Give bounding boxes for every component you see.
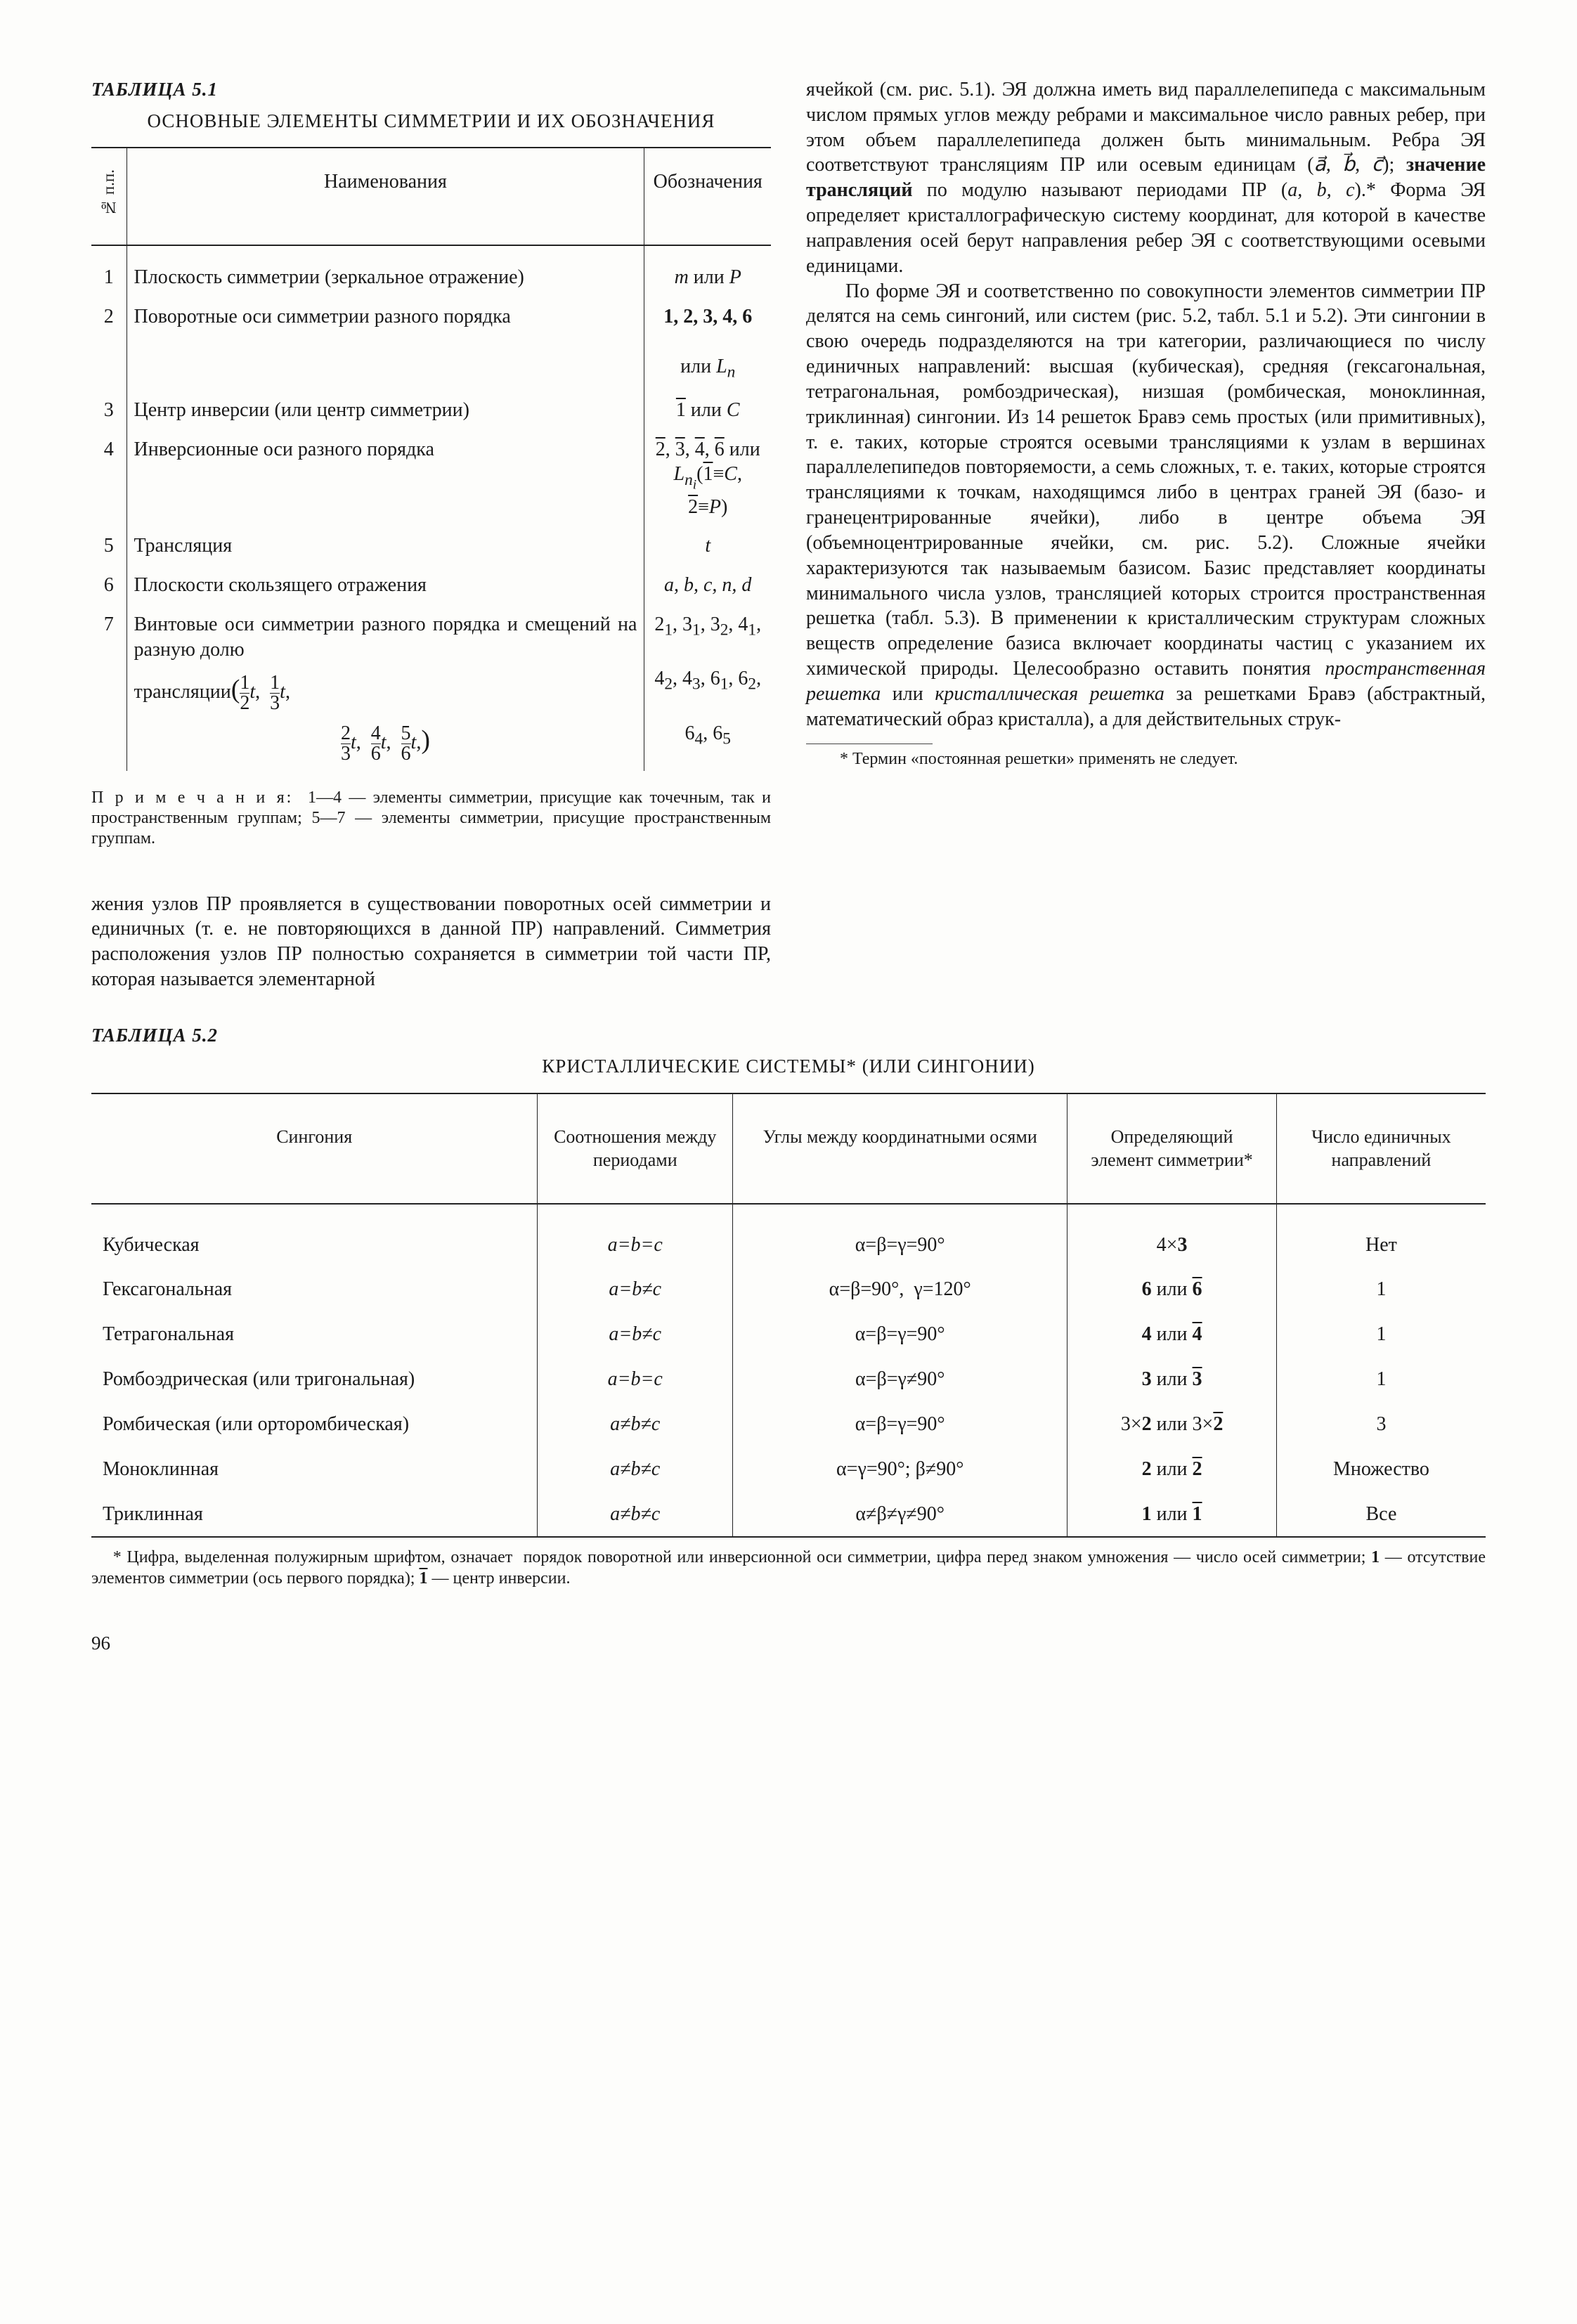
right-body-text: ячейкой (см. рис. 5.1). ЭЯ должна иметь …	[806, 77, 1486, 732]
table52: Сингония Соотношения между периодами Угл…	[91, 1093, 1486, 1538]
table-row: Ромбоэдрическая (или тригональная) a=b=c…	[91, 1357, 1486, 1402]
table51-note: П р и м е ч а н и я: 1—4 — элементы симм…	[91, 788, 771, 850]
table-row: 3 Центр инверсии (или центр симметрии) 1…	[91, 391, 771, 430]
table-row: Ромбическая (или орторомбическая) a≠b≠c …	[91, 1402, 1486, 1447]
table52-body: Кубическая a=b=c α=β=γ=90° 4×3 Нет Гекса…	[91, 1204, 1486, 1538]
table52-head: Сингония Соотношения между периодами Угл…	[91, 1093, 1486, 1204]
table52-note: * Цифра, выделенная полужирным шрифтом, …	[91, 1547, 1486, 1589]
left-body-text: жения узлов ПР проявляется в существован…	[91, 892, 771, 992]
table51-body: 1 Плоскость симметрии (зеркальное отраже…	[91, 245, 771, 771]
table52-label: ТАБЛИЦА 5.2	[91, 1023, 1486, 1048]
table-row: 1 Плоскость симметрии (зеркальное отраже…	[91, 258, 771, 297]
table52-h-angles: Углы между координатными осями	[733, 1093, 1067, 1204]
table-row: 5 Трансляция t	[91, 526, 771, 566]
table51-h-num: № п.п.	[91, 148, 126, 245]
right-footnote: * Термин «постоянная решетки» применять …	[806, 748, 1486, 770]
table52-title: КРИСТАЛЛИЧЕСКИЕ СИСТЕМЫ* (ИЛИ СИНГОНИИ)	[91, 1054, 1486, 1079]
table51-h-name: Наименования	[126, 148, 644, 245]
table-row: Триклинная a≠b≠c α≠β≠γ≠90° 1 или 1 Все	[91, 1492, 1486, 1538]
table51: № п.п. Наименования Обозначения 1 Плоско…	[91, 147, 771, 771]
table51-title: ОСНОВНЫЕ ЭЛЕМЕНТЫ СИММЕТРИИ И ИХ ОБОЗНАЧ…	[91, 109, 771, 134]
table52-h-periods: Соотношения между периодами	[538, 1093, 733, 1204]
table52-h-dirs: Число единичных направлений	[1276, 1093, 1486, 1204]
left-para: жения узлов ПР проявляется в существован…	[91, 892, 771, 992]
table-row: Гексагональная a=b≠c α=β=90°, γ=120° 6 и…	[91, 1267, 1486, 1312]
right-para-2: По форме ЭЯ и соответственно по совокупн…	[806, 279, 1486, 732]
table-row: 7 Винтовые оси симметрии разного порядка…	[91, 605, 771, 771]
table-row: Кубическая a=b=c α=β=γ=90° 4×3 Нет	[91, 1204, 1486, 1268]
page-number: 96	[91, 1631, 1486, 1656]
table51-label: ТАБЛИЦА 5.1	[91, 77, 771, 102]
table52-h-elem: Определяющий элемент симметрии*	[1067, 1093, 1277, 1204]
table-row: Тетрагональная a=b≠c α=β=γ=90° 4 или 4 1	[91, 1312, 1486, 1357]
table-row: 2 Поворотные оси симметрии разного поряд…	[91, 297, 771, 391]
table51-head: № п.п. Наименования Обозначения	[91, 148, 771, 245]
table51-h-notation: Обозначения	[644, 148, 771, 245]
right-para-1: ячейкой (см. рис. 5.1). ЭЯ должна иметь …	[806, 77, 1486, 279]
table-row: 4 Инверсионные оси разного порядка 2, 3,…	[91, 430, 771, 527]
table-row: Моноклинная a≠b≠c α=γ=90°; β≠90° 2 или 2…	[91, 1447, 1486, 1492]
table-row: 6 Плоскости скользящего отражения a, b, …	[91, 566, 771, 605]
table52-h-syng: Сингония	[91, 1093, 538, 1204]
